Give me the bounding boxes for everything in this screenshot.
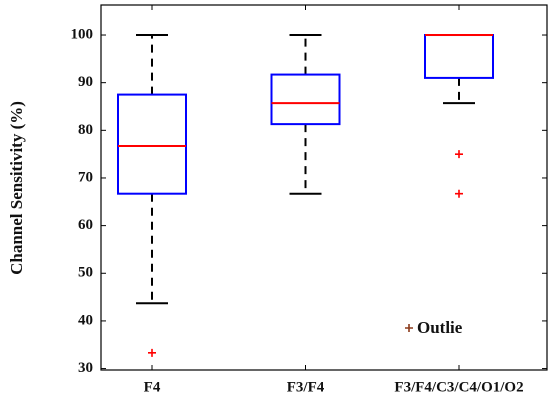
x-tick-label: F4 <box>144 379 161 395</box>
plot-frame <box>100 4 548 371</box>
y-tick-label: 80 <box>78 122 93 138</box>
box <box>270 73 341 126</box>
y-axis-label: Channel Sensitivity (%) <box>7 101 26 275</box>
x-tick-label: F3/F4 <box>287 379 325 395</box>
y-tick-label: 50 <box>78 265 93 281</box>
y-tick-label: 40 <box>78 312 93 328</box>
box <box>117 93 187 195</box>
box <box>424 34 494 79</box>
y-tick-label: 70 <box>78 169 93 185</box>
y-tick-label: 60 <box>78 217 93 233</box>
legend-marker <box>405 324 413 332</box>
x-tick-label: F3/F4/C3/C4/O1/O2 <box>394 379 523 395</box>
legend-label: Outlie <box>417 318 463 337</box>
outlier <box>455 150 463 159</box>
y-tick-label: 30 <box>78 360 93 376</box>
outlier <box>455 189 463 198</box>
y-tick-label: 100 <box>71 26 94 42</box>
y-tick-label: 90 <box>78 74 93 90</box>
outlier <box>148 348 156 357</box>
